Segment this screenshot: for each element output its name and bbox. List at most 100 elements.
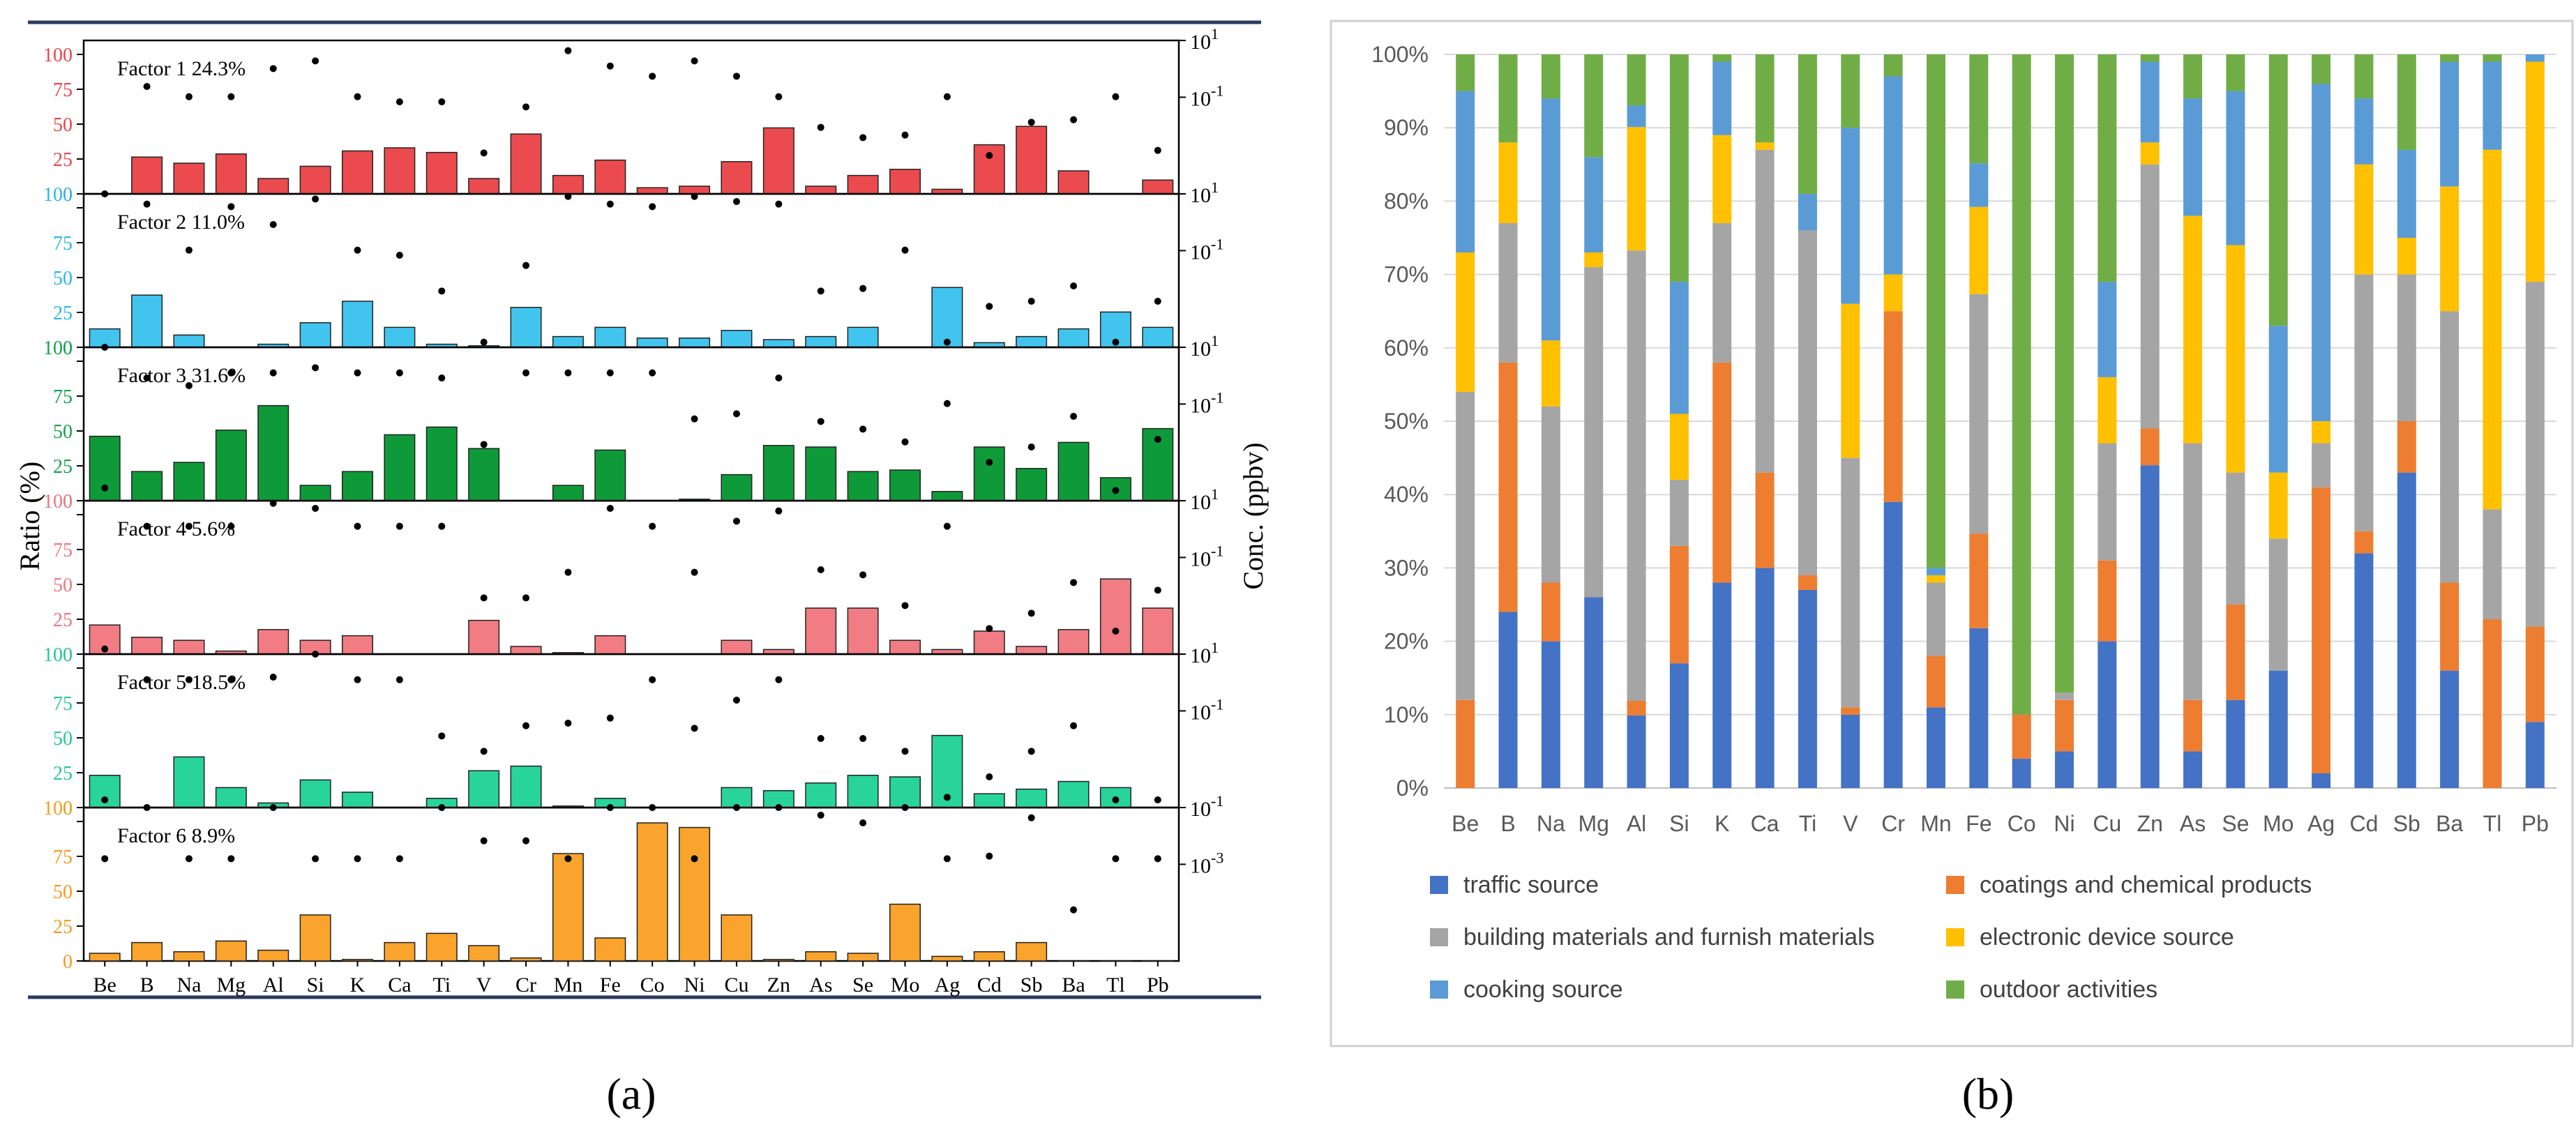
factor-5-bar-K [342,792,373,808]
panel-b-segment-Al-series-1 [1627,701,1646,715]
panel-b-segment-Cu-series-0 [2097,641,2117,788]
factor-1-ytick-label: 100 [43,45,73,66]
factor-4-conc-dot-K [354,522,361,530]
panel-b-segment-Al-series-5 [1627,54,1646,105]
panel-a-xtick-label-Cr: Cr [515,974,536,997]
panel-b-segment-Ti-series-2 [1798,230,1817,575]
factor-2-bar-Ba [1057,328,1090,348]
factor-2-conc-dot-V [480,338,488,346]
factor-4-conc-dot-Fe [606,505,614,512]
panel-a-xtick-label-Si: Si [307,974,324,997]
panel-b-segment-Sb-series-5 [2397,54,2416,150]
factor-2-ytick-label: 50 [53,268,73,289]
panel-b-legend-swatch-1 [1946,876,1964,894]
factor-1-bar-Mg [215,153,247,195]
factor-1-bar-Cu [721,161,753,195]
factor-1-frame [82,39,1180,195]
panel-b-segment-Mo-series-0 [2268,670,2288,788]
panel-b-segment-Cr-series-0 [1883,501,1903,788]
panel-b-segment-Na-series-0 [1541,641,1560,788]
factor-6-conc-dot-Pb [1154,855,1161,863]
factor-5-conc-dot-As [817,735,824,742]
panel-b-segment-Mn-series-2 [1926,582,1945,656]
panel-b-segment-Se-series-2 [2226,472,2245,605]
factor-3-bar-Na [173,462,205,501]
panel-a-xtick-label-Ca: Ca [388,974,411,997]
factor-1-bar-Zn [762,127,794,195]
factor-1-conc-dot-Si [312,57,319,65]
panel-b-legend-label-5: outdoor activities [1980,976,2157,1003]
factor-4-conc-dot-Ti [438,522,446,530]
factor-6-conc-dot-Ca [396,855,403,863]
factor-1-bar-B [131,156,163,195]
panel-b-xtick-label-Zn: Zn [2137,811,2163,836]
panel-b-xtick-label-Pb: Pb [2522,811,2549,836]
factor-1-bar-Si [299,165,331,195]
factor-2-conc-dot-Ag [943,338,951,346]
panel-b-segment-B-series-0 [1498,612,1518,788]
factor-6-conc-dot-Cu [732,804,740,811]
factor-1-ytick-label: 0 [63,184,73,206]
factor-3-bar-Ag [931,491,963,501]
factor-1-y2tick-label: 10-1 [1190,82,1223,110]
factor-5-ytick-label: 0 [63,798,73,819]
factor-3-bar-Si [299,485,331,501]
factor-4-ytick-label: 25 [53,609,73,631]
panel-b-xtick-label-Ba: Ba [2436,811,2463,836]
factor-6-bar-Se [847,953,879,962]
panel-a-left-axis-title: Ratio (%) [14,462,45,571]
factor-2-ytick-label: 75 [53,233,73,255]
panel-b-segment-B-series-5 [1498,54,1518,143]
panel-b-segment-Cd-series-0 [2354,553,2374,788]
factor-2-bar-Mn [552,335,584,348]
factor-4-bar-Fe [594,635,626,655]
panel-b-segment-K-series-2 [1712,222,1732,363]
panel-b-segment-Ba-series-4 [2440,61,2460,187]
factor-5-conc-dot-Si [312,651,319,658]
factor-3-conc-dot-Mo [901,438,909,446]
factor-4-bar-Na [173,639,205,655]
factor-2-conc-dot-As [817,287,824,295]
factor-5-conc-dot-K [354,676,361,683]
panel-b-segment-Cu-series-4 [2097,282,2117,377]
factor-5-y2tick-label: 101 [1190,639,1219,667]
factor-4-conc-dot-Tl [1112,628,1120,635]
factor-3-bar-Mg [215,430,247,501]
factor-5-conc-dot-Sb [1027,748,1035,755]
panel-b-segment-Tl-series-4 [2483,61,2502,150]
factor-6-bar-Cu [721,914,753,962]
factor-3-ytick-label: 0 [63,491,73,513]
factor-2-bar-Fe [594,326,626,348]
factor-1-conc-dot-Mn [564,47,572,54]
factor-3-conc-dot-B [143,374,151,381]
factor-3-bar-Zn [762,445,794,501]
factor-4-conc-dot-Pb [1154,586,1161,594]
panel-b-segment-K-series-3 [1712,135,1732,223]
panel-b-segment-Ba-series-5 [2440,54,2460,62]
factor-3-bar-As [805,446,837,501]
panel-b-xtick-label-Al: Al [1627,811,1646,836]
panel-b-segment-Si-series-3 [1669,414,1689,480]
panel-b-segment-Se-series-4 [2226,91,2245,245]
factor-3-conc-dot-Be [101,484,109,492]
factor-5-ytick-label: 50 [53,728,73,750]
panel-b-ytick-label: 10% [1384,702,1429,727]
panel-b-ytick-label: 80% [1384,188,1429,213]
factor-6-conc-dot-Ni [691,855,698,863]
factor-3-ytick-label: 75 [53,386,73,408]
panel-b-segment-Tl-series-1 [2483,619,2502,788]
factor-4-conc-dot-As [817,566,824,573]
factor-1-bar-Se [847,174,879,195]
factor-3-bar-Fe [594,449,626,501]
factor-4-bar-B [131,637,163,655]
factor-4-conc-dot-Si [312,505,319,512]
panel-a-xtick-label-Se: Se [852,974,873,997]
panel-b-segment-Ag-series-2 [2312,443,2331,487]
panel-b-segment-Na-series-2 [1541,406,1560,583]
factor-4-bar-Ba [1057,629,1090,655]
factor-3-title: Factor 3 31.6% [117,364,246,387]
factor-3-conc-dot-Cr [522,369,530,377]
factor-3-y2tick-label: 101 [1190,332,1219,361]
factor-4-conc-dot-Ag [943,522,951,530]
factor-1-y2tick-label: 101 [1190,25,1219,54]
